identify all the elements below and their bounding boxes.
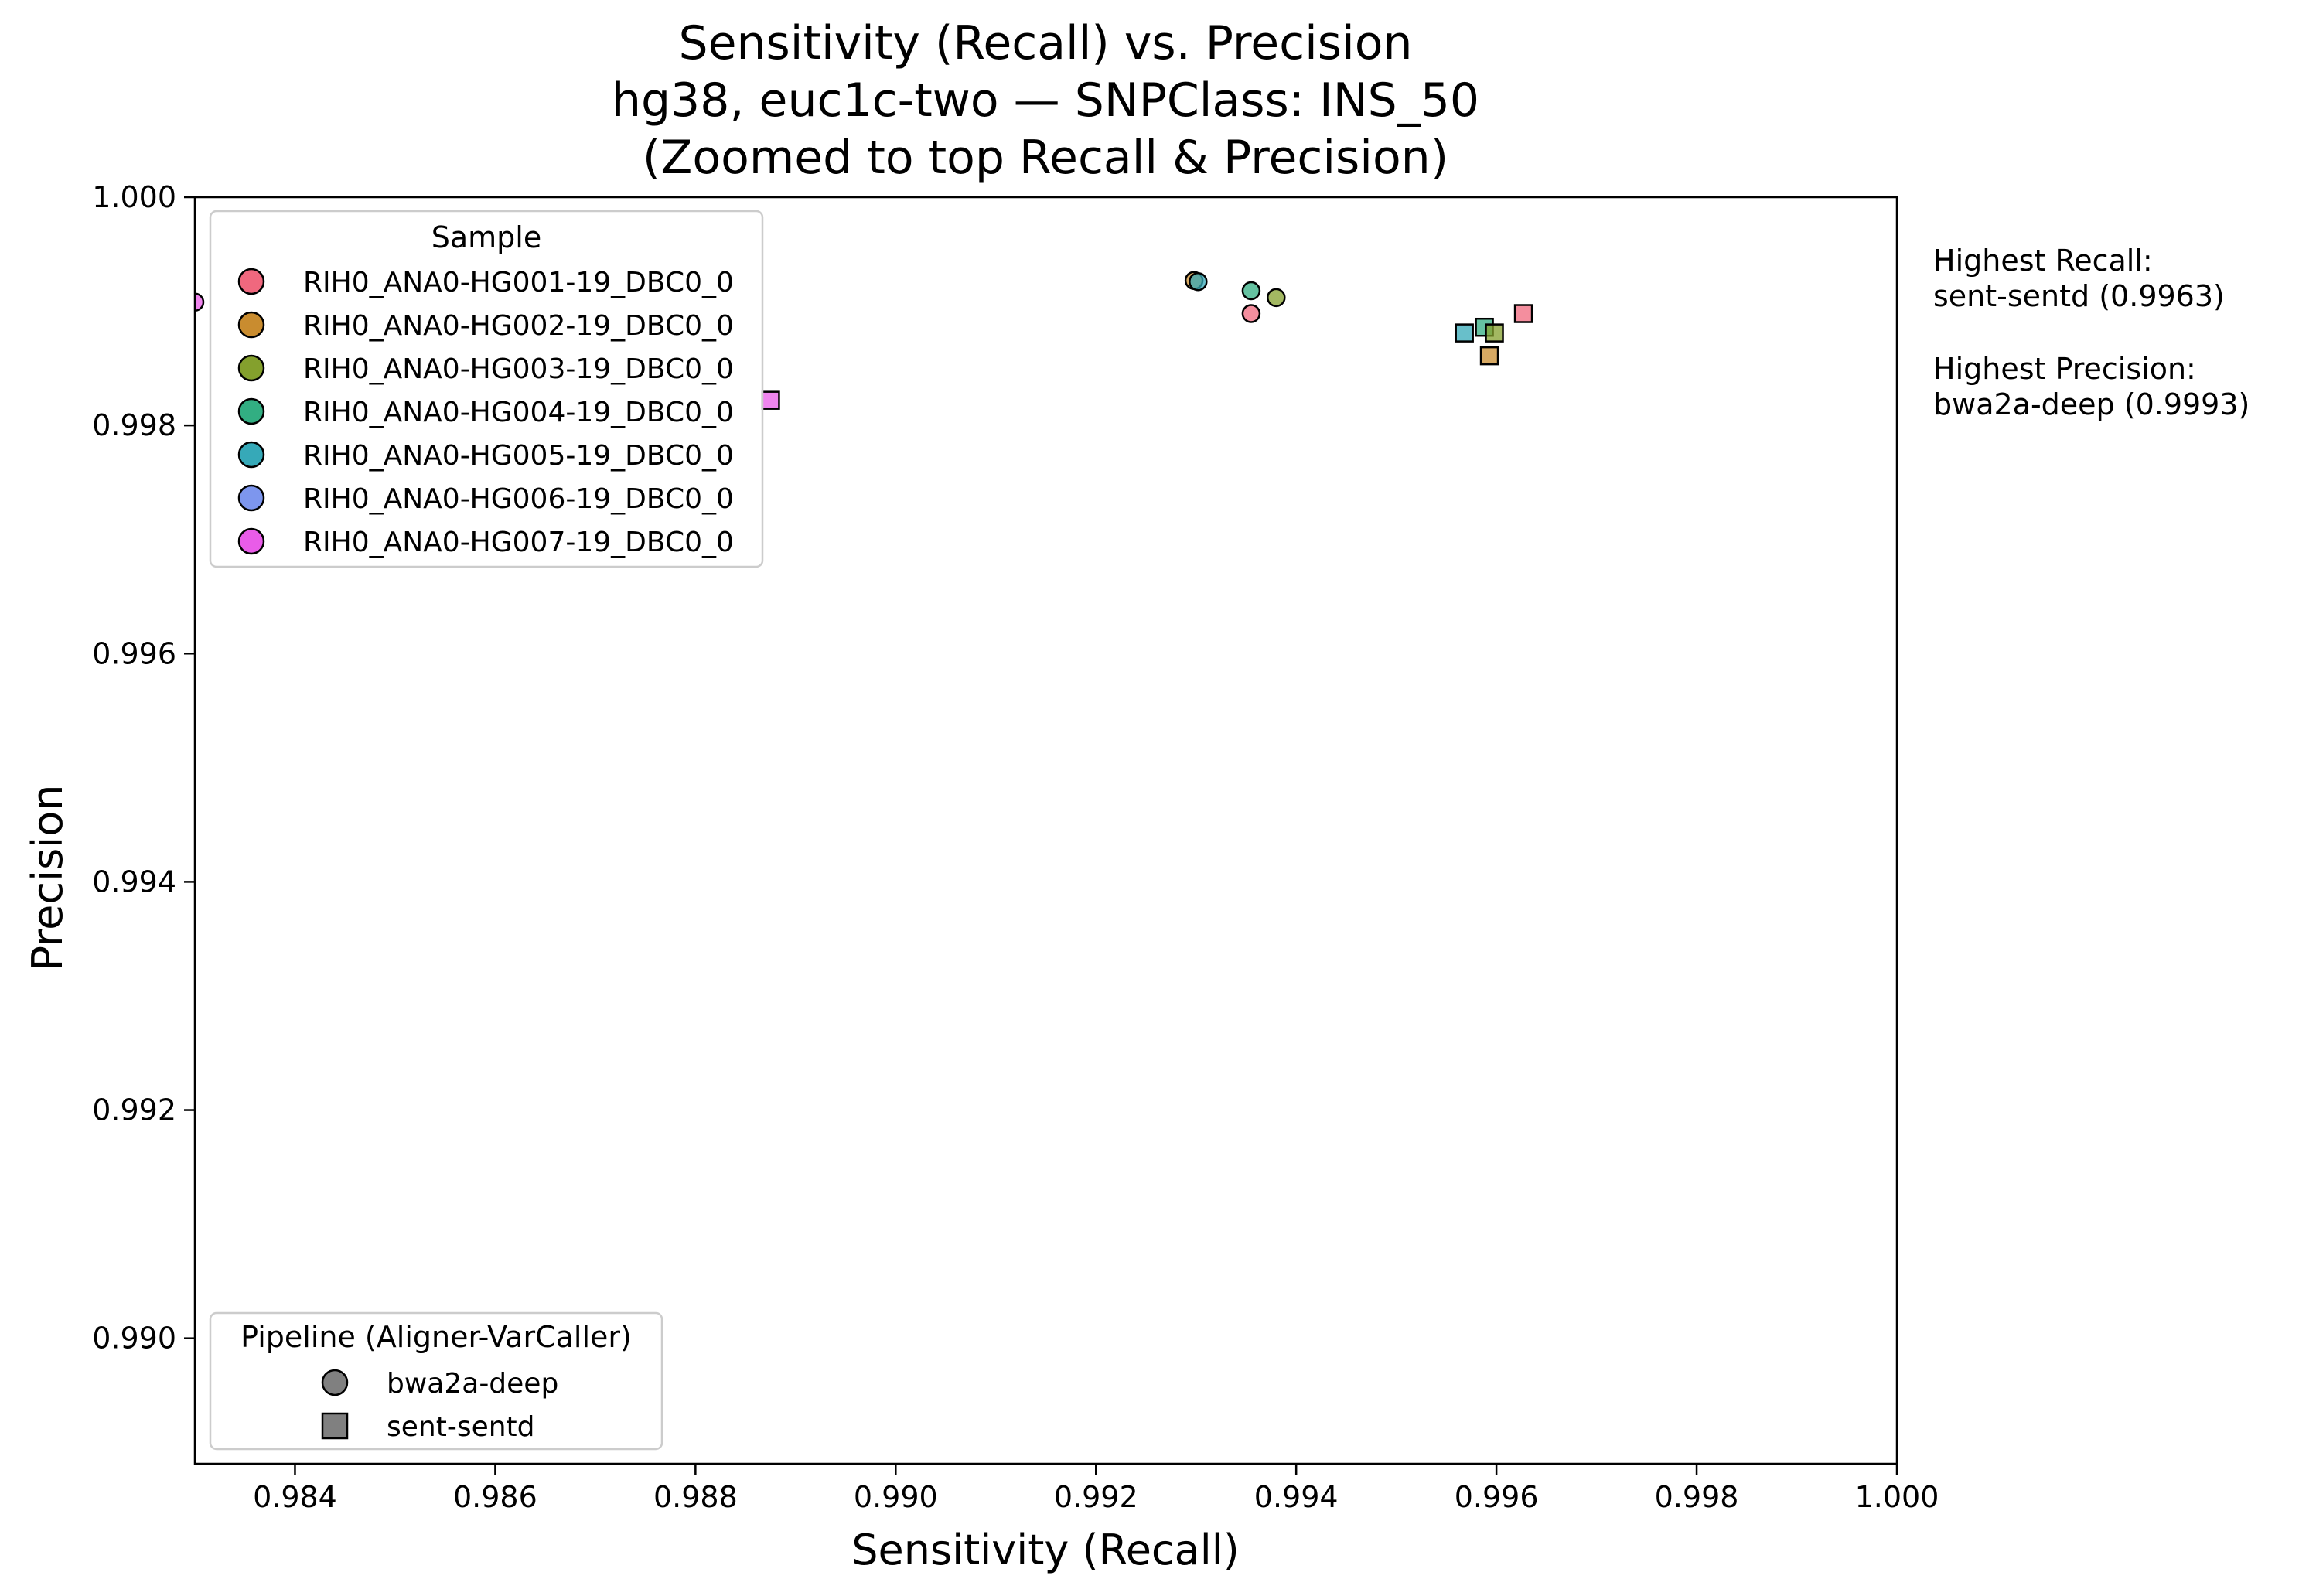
data-point-square bbox=[761, 390, 780, 410]
y-axis-ticks: 0.990 0.992 0.994 0.996 0.998 1.000 bbox=[92, 180, 195, 1356]
pipeline-legend-entries: bwa2a-deep sent-sentd bbox=[321, 1368, 558, 1443]
legend-marker bbox=[237, 268, 265, 295]
sample-legend-title: Sample bbox=[431, 220, 541, 254]
legend-marker bbox=[237, 527, 265, 555]
data-point-square bbox=[1513, 304, 1533, 323]
data-point-square bbox=[1479, 346, 1499, 366]
highest-precision-value: bwa2a-deep (0.9993) bbox=[1933, 387, 2250, 421]
x-tick-label: 1.000 bbox=[1855, 1480, 1939, 1514]
title-line-3: (Zoomed to top Recall & Precision) bbox=[643, 131, 1448, 185]
highest-precision-label: Highest Precision: bbox=[1933, 352, 2196, 386]
legend-marker bbox=[237, 397, 265, 425]
plot-frame bbox=[193, 196, 1898, 1465]
data-point-circle bbox=[1241, 281, 1261, 301]
pipeline-legend-title: Pipeline (Aligner-VarCaller) bbox=[240, 1320, 632, 1354]
data-point-circle bbox=[195, 292, 205, 312]
legend-label: RIH0_ANA0-HG005-19_DBC0_0 bbox=[303, 440, 734, 472]
data-points bbox=[195, 271, 1533, 410]
title-line-2: hg38, euc1c-two — SNPClass: INS_50 bbox=[612, 73, 1479, 128]
data-point-square bbox=[1455, 323, 1474, 343]
chart-title: Sensitivity (Recall) vs. Precision hg38,… bbox=[612, 16, 1479, 185]
x-tick-label: 0.990 bbox=[854, 1480, 938, 1514]
x-tick-label: 0.994 bbox=[1254, 1480, 1339, 1514]
data-point-circle bbox=[1189, 271, 1208, 292]
x-tick-label: 0.998 bbox=[1655, 1480, 1739, 1514]
title-line-1: Sensitivity (Recall) vs. Precision bbox=[679, 16, 1413, 70]
data-point-circle bbox=[1241, 304, 1261, 323]
x-tick-label: 0.992 bbox=[1054, 1480, 1138, 1514]
x-tick-label: 0.988 bbox=[653, 1480, 738, 1514]
sample-legend-box bbox=[209, 210, 764, 568]
sample-legend[interactable]: Sample RIH0_ANA0-HG001-19_DBC0_0RIH0_ANA… bbox=[209, 210, 764, 568]
y-tick-label: 0.996 bbox=[92, 636, 176, 670]
legend-marker bbox=[237, 441, 265, 469]
x-tick-label: 0.996 bbox=[1455, 1480, 1539, 1514]
highest-recall-value: sent-sentd (0.9963) bbox=[1933, 279, 2225, 313]
data-point-square bbox=[1485, 323, 1504, 343]
x-axis-ticks: 0.984 0.986 0.988 0.990 0.992 0.994 0.996 0.998… bbox=[253, 1464, 1939, 1514]
highest-recall-label: Highest Recall: bbox=[1933, 244, 2153, 278]
legend-label: RIH0_ANA0-HG007-19_DBC0_0 bbox=[303, 527, 734, 558]
legend-label: RIH0_ANA0-HG001-19_DBC0_0 bbox=[303, 267, 734, 298]
y-tick-label: 0.992 bbox=[92, 1093, 176, 1127]
y-tick-label: 0.990 bbox=[92, 1321, 176, 1356]
x-tick-label: 0.984 bbox=[253, 1480, 337, 1514]
best-annotations: Highest Recall: sent-sentd (0.9963) High… bbox=[1933, 244, 2250, 421]
legend-marker bbox=[237, 484, 265, 512]
y-tick-label: 0.994 bbox=[92, 864, 176, 899]
legend-marker-square bbox=[321, 1412, 349, 1440]
legend-label: RIH0_ANA0-HG003-19_DBC0_0 bbox=[303, 353, 734, 385]
x-tick-label: 0.986 bbox=[453, 1480, 537, 1514]
legend-label: bwa2a-deep bbox=[387, 1368, 558, 1400]
y-tick-label: 1.000 bbox=[92, 180, 176, 214]
legend-marker bbox=[237, 311, 265, 339]
pipeline-legend[interactable]: Pipeline (Aligner-VarCaller) bwa2a-deep s… bbox=[209, 1311, 663, 1451]
sample-legend-entries: RIH0_ANA0-HG001-19_DBC0_0 RIH0_ANA0-HG002… bbox=[237, 267, 734, 558]
legend-label: RIH0_ANA0-HG006-19_DBC0_0 bbox=[303, 483, 734, 515]
data-point-circle bbox=[1267, 288, 1286, 308]
legend-label: RIH0_ANA0-HG002-19_DBC0_0 bbox=[303, 310, 734, 342]
legend-marker-circle bbox=[321, 1369, 349, 1396]
y-axis-label: Precision bbox=[23, 785, 72, 971]
legend-marker bbox=[237, 354, 265, 382]
y-tick-label: 0.998 bbox=[92, 408, 176, 442]
x-axis-label: Sensitivity (Recall) bbox=[851, 1526, 1240, 1574]
legend-label: RIH0_ANA0-HG004-19_DBC0_0 bbox=[303, 397, 734, 428]
legend-label: sent-sentd bbox=[387, 1411, 535, 1443]
